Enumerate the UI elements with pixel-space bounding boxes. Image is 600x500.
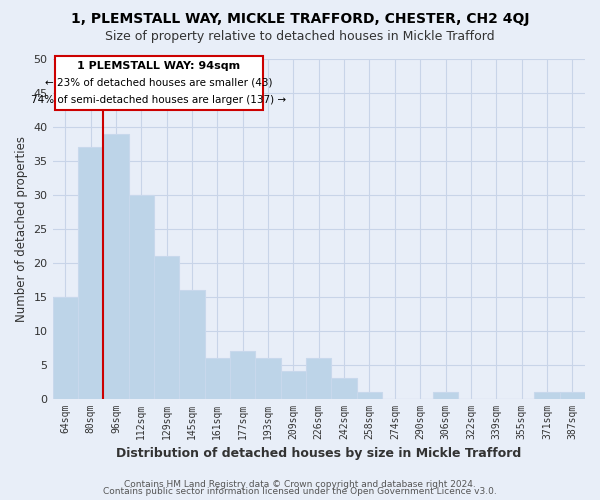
Text: Size of property relative to detached houses in Mickle Trafford: Size of property relative to detached ho… bbox=[105, 30, 495, 43]
Bar bbox=[179, 290, 205, 399]
Text: 74% of semi-detached houses are larger (137) →: 74% of semi-detached houses are larger (… bbox=[31, 94, 287, 104]
Text: ← 23% of detached houses are smaller (43): ← 23% of detached houses are smaller (43… bbox=[45, 78, 273, 88]
Bar bbox=[331, 378, 357, 398]
Bar bbox=[357, 392, 382, 398]
Text: Contains HM Land Registry data © Crown copyright and database right 2024.: Contains HM Land Registry data © Crown c… bbox=[124, 480, 476, 489]
FancyBboxPatch shape bbox=[55, 56, 263, 110]
Bar bbox=[560, 392, 585, 398]
Bar bbox=[53, 296, 78, 398]
Text: 1, PLEMSTALL WAY, MICKLE TRAFFORD, CHESTER, CH2 4QJ: 1, PLEMSTALL WAY, MICKLE TRAFFORD, CHEST… bbox=[71, 12, 529, 26]
Bar bbox=[433, 392, 458, 398]
X-axis label: Distribution of detached houses by size in Mickle Trafford: Distribution of detached houses by size … bbox=[116, 447, 521, 460]
Bar bbox=[78, 148, 103, 398]
Text: Contains public sector information licensed under the Open Government Licence v3: Contains public sector information licen… bbox=[103, 487, 497, 496]
Bar bbox=[281, 372, 306, 398]
Text: 1 PLEMSTALL WAY: 94sqm: 1 PLEMSTALL WAY: 94sqm bbox=[77, 61, 241, 71]
Bar bbox=[534, 392, 560, 398]
Y-axis label: Number of detached properties: Number of detached properties bbox=[15, 136, 28, 322]
Bar bbox=[256, 358, 281, 399]
Bar bbox=[230, 351, 256, 399]
Bar bbox=[306, 358, 331, 399]
Bar bbox=[128, 195, 154, 398]
Bar bbox=[103, 134, 128, 398]
Bar bbox=[154, 256, 179, 398]
Bar bbox=[205, 358, 230, 399]
